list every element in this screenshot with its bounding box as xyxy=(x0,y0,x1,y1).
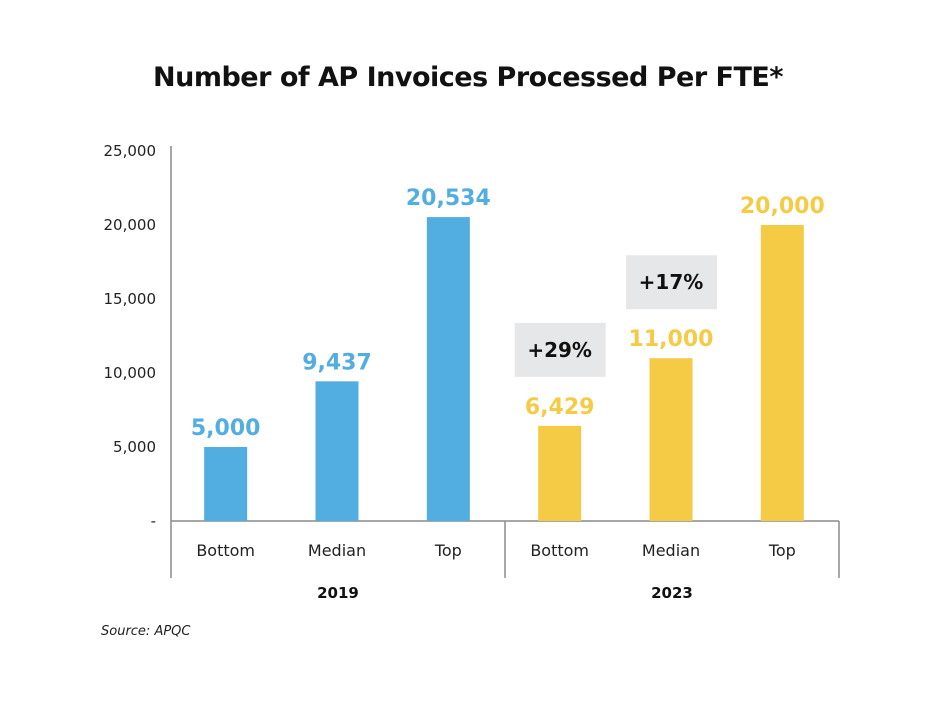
y-tick-label: 15,000 xyxy=(104,290,157,308)
source-note: Source: APQC xyxy=(101,624,191,639)
bar xyxy=(538,425,582,521)
y-tick-label: 20,000 xyxy=(104,216,157,234)
category-label: Top xyxy=(434,541,462,560)
y-tick-label: 10,000 xyxy=(104,364,157,382)
bar xyxy=(649,358,693,521)
group-label: 2019 xyxy=(317,584,359,602)
change-badge xyxy=(626,255,717,310)
data-label: 20,534 xyxy=(406,186,491,211)
change-badge-text: +17% xyxy=(639,270,704,294)
chart-title: Number of AP Invoices Processed Per FTE* xyxy=(153,62,783,93)
data-label: 9,437 xyxy=(302,350,372,375)
data-label: 20,000 xyxy=(740,194,825,219)
data-label: 5,000 xyxy=(191,416,261,441)
category-label: Median xyxy=(308,541,366,560)
change-badge-text: +29% xyxy=(527,338,592,362)
category-label: Bottom xyxy=(530,541,589,560)
category-label: Bottom xyxy=(196,541,255,560)
category-label: Median xyxy=(642,541,700,560)
bar xyxy=(315,381,359,521)
group-label: 2023 xyxy=(651,584,693,602)
data-label: 11,000 xyxy=(629,327,714,352)
category-label: Top xyxy=(768,541,796,560)
y-tick-label: - xyxy=(151,512,156,530)
data-label: 6,429 xyxy=(525,395,595,420)
bar xyxy=(426,217,470,521)
y-tick-label: 25,000 xyxy=(104,142,157,160)
bar xyxy=(204,447,248,521)
bar xyxy=(760,225,804,521)
change-badge xyxy=(514,322,606,377)
y-tick-label: 5,000 xyxy=(113,438,156,456)
